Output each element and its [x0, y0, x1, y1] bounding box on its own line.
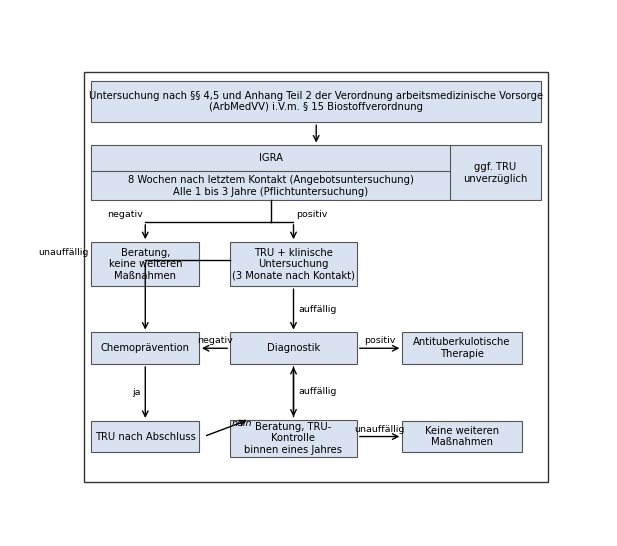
Text: Chemoprävention: Chemoprävention — [101, 343, 190, 353]
Text: ggf. TRU
unverzüglich: ggf. TRU unverzüglich — [463, 162, 528, 183]
Text: TRU nach Abschluss: TRU nach Abschluss — [95, 431, 196, 442]
FancyBboxPatch shape — [402, 333, 522, 364]
Text: unauffällig: unauffällig — [39, 248, 89, 258]
Text: unauffällig: unauffällig — [354, 425, 405, 434]
Text: nein: nein — [231, 419, 252, 428]
FancyBboxPatch shape — [402, 421, 522, 452]
Text: Beratung, TRU-
Kontrolle
binnen eines Jahres: Beratung, TRU- Kontrolle binnen eines Ja… — [244, 422, 342, 455]
FancyBboxPatch shape — [91, 81, 541, 122]
Text: TRU + klinische
Untersuchung
(3 Monate nach Kontakt): TRU + klinische Untersuchung (3 Monate n… — [232, 247, 355, 281]
FancyBboxPatch shape — [230, 242, 357, 286]
FancyBboxPatch shape — [91, 145, 541, 200]
Text: IGRA: IGRA — [259, 153, 283, 163]
Text: auffällig: auffällig — [298, 387, 337, 396]
Text: ja: ja — [132, 388, 141, 397]
FancyBboxPatch shape — [91, 242, 199, 286]
FancyBboxPatch shape — [91, 421, 199, 452]
Text: Keine weiteren
Maßnahmen: Keine weiteren Maßnahmen — [425, 426, 499, 447]
Text: positiv: positiv — [296, 210, 327, 219]
FancyBboxPatch shape — [91, 333, 199, 364]
Text: Beratung,
keine weiteren
Maßnahmen: Beratung, keine weiteren Maßnahmen — [109, 247, 182, 281]
Text: Antituberkulotische
Therapie: Antituberkulotische Therapie — [413, 337, 511, 359]
Text: Untersuchung nach §§ 4,5 und Anhang Teil 2 der Verordnung arbeitsmedizinische Vo: Untersuchung nach §§ 4,5 und Anhang Teil… — [89, 91, 544, 112]
Text: positiv: positiv — [364, 336, 395, 345]
Text: negativ: negativ — [197, 336, 233, 345]
Text: auffällig: auffällig — [298, 305, 337, 314]
FancyBboxPatch shape — [230, 419, 357, 458]
Text: negativ: negativ — [107, 210, 143, 219]
FancyBboxPatch shape — [230, 333, 357, 364]
Text: Diagnostik: Diagnostik — [267, 343, 320, 353]
Text: 8 Wochen nach letztem Kontakt (Angebotsuntersuchung)
Alle 1 bis 3 Jahre (Pflicht: 8 Wochen nach letztem Kontakt (Angebotsu… — [128, 175, 414, 197]
